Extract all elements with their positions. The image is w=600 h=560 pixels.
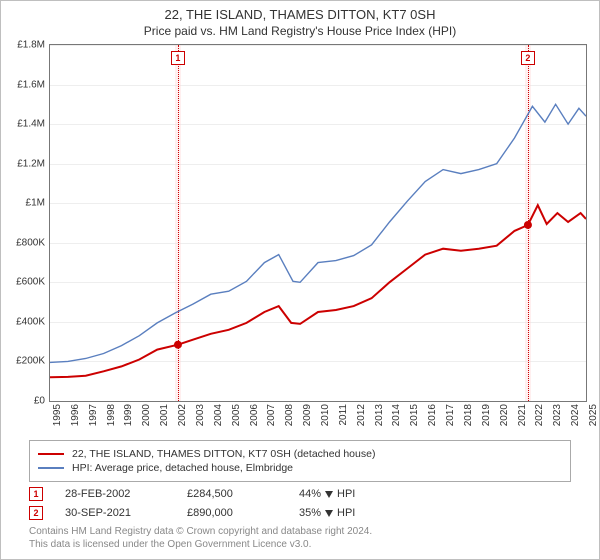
x-tick-label: 2023 — [552, 404, 563, 426]
plot-area: 12 £0£200K£400K£600K£800K£1M£1.2M£1.4M£1… — [49, 44, 587, 402]
x-tick-label: 2006 — [249, 404, 260, 426]
y-tick-label: £400K — [16, 316, 50, 327]
y-tick-label: £1M — [26, 198, 50, 209]
x-tick-label: 1998 — [106, 404, 117, 426]
x-tick-label: 2019 — [481, 404, 492, 426]
x-tick-label: 2014 — [391, 404, 402, 426]
x-tick-label: 1996 — [70, 404, 81, 426]
x-tick-label: 1997 — [88, 404, 99, 426]
chart-subtitle: Price paid vs. HM Land Registry's House … — [1, 24, 599, 38]
x-tick-label: 2003 — [195, 404, 206, 426]
x-tick-label: 2018 — [463, 404, 474, 426]
sale-delta: 35% HPI — [299, 507, 355, 519]
x-tick-label: 2012 — [356, 404, 367, 426]
x-tick-label: 2004 — [213, 404, 224, 426]
x-tick-label: 2008 — [284, 404, 295, 426]
y-tick-label: £0 — [34, 396, 50, 407]
x-tick-label: 2013 — [374, 404, 385, 426]
x-tick-label: 2010 — [320, 404, 331, 426]
chart-title: 22, THE ISLAND, THAMES DITTON, KT7 0SH — [1, 7, 599, 22]
sale-delta: 44% HPI — [299, 488, 355, 500]
x-tick-label: 2009 — [302, 404, 313, 426]
sale-dot — [524, 221, 532, 229]
x-tick-label: 2002 — [177, 404, 188, 426]
y-tick-label: £1.2M — [17, 158, 50, 169]
sale-row: 1 28-FEB-2002 £284,500 44% HPI — [29, 487, 571, 501]
x-tick-label: 2015 — [409, 404, 420, 426]
x-tick-label: 2017 — [445, 404, 456, 426]
footnote-line: Contains HM Land Registry data © Crown c… — [29, 526, 571, 539]
x-tick-label: 2025 — [588, 404, 599, 426]
legend-swatch — [38, 467, 64, 469]
x-tick-label: 2020 — [499, 404, 510, 426]
x-axis-labels: 1995 1996 1997 1998 1999 2000 2001 2002 2003 2004… — [49, 402, 587, 436]
x-tick-label: 1995 — [52, 404, 63, 426]
series-price_paid — [50, 205, 586, 377]
y-tick-label: £1.4M — [17, 119, 50, 130]
x-tick-label: 2024 — [570, 404, 581, 426]
legend-swatch — [38, 453, 64, 455]
sale-id-box: 2 — [29, 506, 43, 520]
y-tick-label: £800K — [16, 237, 50, 248]
down-arrow-icon — [325, 491, 333, 498]
x-tick-label: 2005 — [231, 404, 242, 426]
y-tick-label: £200K — [16, 356, 50, 367]
x-tick-label: 1999 — [123, 404, 134, 426]
footnote-line: This data is licensed under the Open Gov… — [29, 539, 571, 552]
chart-container: 22, THE ISLAND, THAMES DITTON, KT7 0SH P… — [0, 0, 600, 560]
legend-label: 22, THE ISLAND, THAMES DITTON, KT7 0SH (… — [72, 448, 375, 460]
x-tick-label: 2021 — [517, 404, 528, 426]
sale-price: £284,500 — [187, 488, 277, 500]
y-tick-label: £1.6M — [17, 79, 50, 90]
sale-date: 30-SEP-2021 — [65, 507, 165, 519]
x-tick-label: 2001 — [159, 404, 170, 426]
footnote: Contains HM Land Registry data © Crown c… — [29, 526, 571, 551]
y-tick-label: £1.8M — [17, 40, 50, 51]
sale-price: £890,000 — [187, 507, 277, 519]
x-tick-label: 2016 — [427, 404, 438, 426]
x-tick-label: 2011 — [338, 404, 349, 426]
legend-label: HPI: Average price, detached house, Elmb… — [72, 462, 293, 474]
y-tick-label: £600K — [16, 277, 50, 288]
down-arrow-icon — [325, 510, 333, 517]
sales-table: 1 28-FEB-2002 £284,500 44% HPI 2 30-SEP-2021 £… — [29, 487, 571, 520]
x-tick-label: 2000 — [141, 404, 152, 426]
legend-item: HPI: Average price, detached house, Elmb… — [38, 462, 562, 474]
sale-id-box: 1 — [29, 487, 43, 501]
sale-row: 2 30-SEP-2021 £890,000 35% HPI — [29, 506, 571, 520]
legend: 22, THE ISLAND, THAMES DITTON, KT7 0SH (… — [29, 440, 571, 482]
sale-dot — [174, 341, 182, 349]
x-tick-label: 2022 — [534, 404, 545, 426]
x-tick-label: 2007 — [266, 404, 277, 426]
legend-item: 22, THE ISLAND, THAMES DITTON, KT7 0SH (… — [38, 448, 562, 460]
sale-date: 28-FEB-2002 — [65, 488, 165, 500]
series-hpi — [50, 104, 586, 362]
